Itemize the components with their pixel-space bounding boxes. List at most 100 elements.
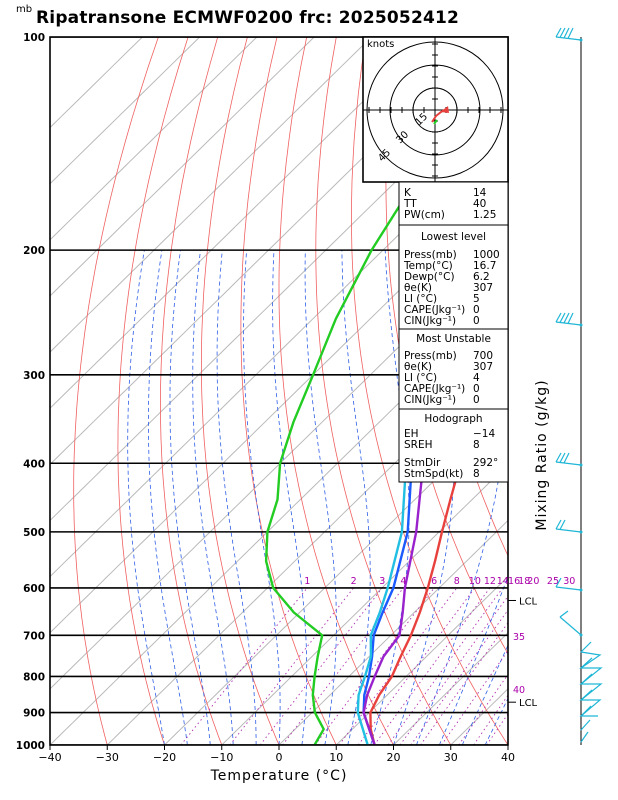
isotherm xyxy=(50,37,315,297)
mixing-ratio-label: 20 xyxy=(527,576,539,587)
table-row-label: CAPE(Jkg⁻¹) xyxy=(404,304,465,316)
dry-adiabat xyxy=(160,37,223,745)
temperature-tick-label: −20 xyxy=(153,751,176,764)
mixing-ratio-label: 25 xyxy=(547,576,559,587)
moist-adiabat xyxy=(243,250,281,745)
mixing-ratio-axis-label: Mixing Ratio (g/kg) xyxy=(534,379,550,530)
table-row-value: 700 xyxy=(473,350,493,362)
hodograph-trace xyxy=(433,119,438,125)
pressure-unit-label: mb xyxy=(16,4,33,15)
moist-adiabat xyxy=(127,250,165,745)
isotherm xyxy=(50,37,487,466)
pressure-tick-label: 400 xyxy=(23,458,45,470)
isotherm xyxy=(50,183,508,634)
wind-barb-feather xyxy=(567,27,574,39)
isotherm xyxy=(164,407,508,745)
pressure-tick-label: 700 xyxy=(23,630,45,642)
storm-motion-arrow xyxy=(441,106,449,113)
wind-barb xyxy=(555,586,582,591)
mixing-ratio-label: 3 xyxy=(379,576,385,587)
wind-barb-feather xyxy=(555,577,562,588)
temperature-tick-label: 20 xyxy=(387,751,401,764)
mixing-ratio-line xyxy=(338,587,458,745)
mixing-ratio-label: 8 xyxy=(454,576,460,587)
wind-barb-feather xyxy=(555,519,562,530)
table-row-value: 1000 xyxy=(473,249,500,261)
wind-barb xyxy=(580,719,591,731)
lowest-level-header: Lowest level xyxy=(421,231,486,243)
pressure-tick-label: 300 xyxy=(23,370,45,382)
mixing-ratio-label: 30 xyxy=(563,576,575,587)
isotherm xyxy=(50,70,508,522)
table-row-label: CIN(Jkg⁻¹) xyxy=(404,315,456,327)
temperature-tick-label: 10 xyxy=(329,751,343,764)
mixing-ratio-label: 16 xyxy=(508,576,520,587)
mixing-ratio-label: 6 xyxy=(431,576,437,587)
table-row-value: 8 xyxy=(473,468,480,480)
mixing-ratio-line xyxy=(486,712,508,745)
table-row-label: PW(cm) xyxy=(404,209,445,221)
mixing-ratio-line xyxy=(229,587,354,745)
moist-adiabat xyxy=(147,250,188,745)
table-row-label: LI (°C) xyxy=(404,372,437,384)
table-row-label: EH xyxy=(404,428,419,440)
isotherm xyxy=(50,126,508,578)
dry-adiabat xyxy=(315,37,452,745)
hodograph-table-header: Hodograph xyxy=(424,413,482,425)
table-row-value: 307 xyxy=(473,282,493,294)
indices-box xyxy=(398,181,509,226)
table-row-value: 16.7 xyxy=(473,260,496,272)
mixing-ratio-label: 1 xyxy=(304,576,310,587)
table-row-value: 6.2 xyxy=(473,271,490,283)
temperature-tick-label: −30 xyxy=(96,751,119,764)
wind-barb xyxy=(555,461,582,466)
isotherm xyxy=(278,519,508,745)
table-row-value: 292° xyxy=(473,457,498,469)
isotherm xyxy=(450,688,508,745)
mixing-ratio-label: 10 xyxy=(469,576,481,587)
dry-adiabat xyxy=(350,37,508,745)
moist-adiabat xyxy=(216,250,257,745)
table-row-label: θe(K) xyxy=(404,282,432,294)
mixing-ratio-label: 2 xyxy=(351,576,357,587)
pressure-tick-label: 200 xyxy=(23,245,45,257)
pressure-tick-label: 1000 xyxy=(16,740,45,752)
isotherm xyxy=(393,632,508,745)
table-row-value: 307 xyxy=(473,361,493,373)
pressure-tick-label: 800 xyxy=(23,671,45,683)
pressure-tick-label: 500 xyxy=(23,527,45,539)
pressure-tick-label: 900 xyxy=(23,708,45,720)
isotherm xyxy=(50,37,372,353)
isotherm xyxy=(50,239,508,690)
table-row-value: 0 xyxy=(473,394,480,406)
moist-adiabat xyxy=(304,250,337,745)
pressure-tick-label: 600 xyxy=(23,583,45,595)
table-row-value: 40 xyxy=(473,198,486,210)
profile-line-0 xyxy=(369,335,508,745)
temperature-tick-label: 30 xyxy=(444,751,458,764)
table-row-label: Press(mb) xyxy=(404,249,457,261)
moist-adiabat xyxy=(507,744,508,745)
table-row-value: 0 xyxy=(473,304,480,316)
table-row-label: K xyxy=(404,187,412,199)
x-axis-label: Temperature (°C) xyxy=(210,768,348,784)
table-row-label: Temp(°C) xyxy=(403,260,453,272)
isotherm xyxy=(106,351,508,745)
table-row-label: CIN(Jkg⁻¹) xyxy=(404,394,456,406)
wind-barb xyxy=(555,528,582,533)
pressure-tick-label: 100 xyxy=(23,32,45,44)
dry-adiabat xyxy=(200,37,280,745)
wind-barb-feather xyxy=(555,27,562,38)
dry-adiabat xyxy=(385,37,508,655)
chart-title: Ripatransone ECMWF0200 frc: 2025052412 xyxy=(36,8,460,28)
wind-barb-feather xyxy=(559,312,566,323)
moist-adiabat xyxy=(192,250,234,745)
wind-barb xyxy=(559,616,582,636)
dry-adiabat xyxy=(603,37,618,745)
dry-adiabat xyxy=(73,37,159,745)
dry-adiabat xyxy=(514,37,618,745)
table-row-label: LI (°C) xyxy=(404,293,437,305)
table-row-value: 0 xyxy=(473,383,480,395)
table-row-label: CAPE(Jkg⁻¹) xyxy=(404,383,465,395)
